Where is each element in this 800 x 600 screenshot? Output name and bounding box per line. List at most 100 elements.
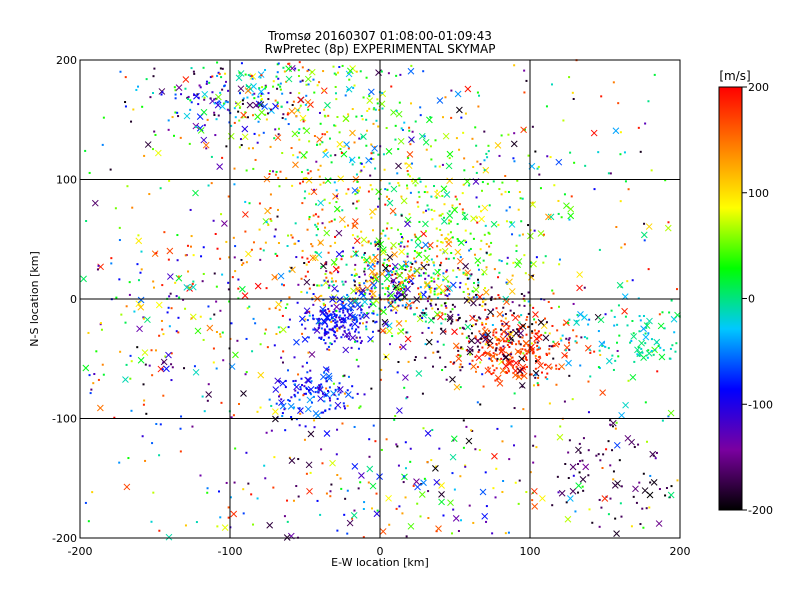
data-point-dot [414, 184, 417, 187]
data-point-cross [313, 327, 321, 334]
data-point-dot [369, 174, 372, 177]
data-point-dot [501, 440, 504, 443]
data-point-cross [394, 284, 402, 292]
data-point-dot [334, 407, 337, 410]
data-point-dot [620, 515, 623, 518]
data-point-dot [449, 231, 452, 234]
data-point-dot [336, 397, 339, 400]
data-point-dot [264, 241, 267, 244]
data-point-dot [557, 199, 560, 202]
data-point-dot [319, 183, 322, 186]
data-point-dot [560, 339, 563, 342]
data-point-dot [87, 520, 90, 523]
data-point-dot [376, 262, 379, 265]
data-point-dot [525, 352, 528, 355]
data-point-dot [288, 62, 291, 65]
data-point-dot [437, 274, 440, 277]
data-point-cross [264, 207, 271, 215]
data-point-dot [321, 141, 324, 144]
data-point-dot [515, 365, 518, 368]
data-point-dot [205, 82, 208, 85]
data-point-dot [170, 352, 173, 355]
data-point-dot [432, 365, 435, 368]
data-point-dot [335, 316, 338, 319]
data-point-dot [382, 229, 385, 232]
data-point-dot [227, 288, 230, 291]
data-point-cross [575, 446, 582, 454]
data-point-dot [403, 279, 406, 282]
data-point-dot [428, 286, 431, 289]
data-point-dot [245, 84, 248, 87]
data-point-dot [376, 98, 379, 101]
data-point-dot [218, 100, 221, 103]
data-point-dot [567, 477, 570, 480]
data-point-dot [619, 200, 622, 203]
data-point-dot [358, 186, 361, 189]
data-point-dot [537, 346, 540, 349]
data-point-dot [288, 456, 291, 459]
data-point-dot [527, 312, 530, 315]
data-point-dot [161, 368, 164, 371]
data-point-cross [537, 362, 544, 369]
data-point-dot [190, 101, 193, 104]
data-point-dot [109, 168, 112, 171]
data-point-cross [414, 235, 422, 243]
data-point-dot [542, 261, 545, 264]
data-point-dot [427, 284, 430, 287]
data-point-dot [299, 182, 302, 185]
data-point-dot [184, 307, 187, 310]
data-point-dot [617, 102, 620, 105]
data-point-dot [456, 237, 459, 240]
data-point-dot [459, 281, 462, 284]
data-point-cross [291, 130, 299, 138]
data-point-dot [329, 490, 332, 493]
data-point-dot [250, 74, 253, 77]
data-point-dot [314, 391, 317, 394]
data-point-dot [262, 131, 265, 134]
data-point-dot [665, 487, 668, 490]
data-point-dot [288, 270, 291, 273]
data-point-dot [281, 117, 284, 120]
data-point-dot [88, 171, 91, 174]
data-point-dot [384, 293, 387, 296]
data-point-dot [254, 322, 257, 325]
data-point-dot [404, 306, 407, 309]
data-point-dot [380, 368, 383, 371]
data-point-dot [421, 331, 424, 334]
data-point-dot [393, 418, 396, 421]
data-point-dot [619, 502, 622, 505]
data-point-dot [135, 88, 138, 91]
data-point-dot [421, 296, 424, 299]
data-point-dot [177, 275, 180, 278]
data-point-dot [519, 351, 522, 354]
data-point-dot [274, 252, 277, 255]
data-point-dot [403, 121, 406, 124]
data-point-dot [617, 355, 620, 358]
data-point-dot [654, 457, 657, 460]
data-point-dot [192, 254, 195, 257]
data-point-dot [317, 168, 320, 171]
data-point-dot [234, 245, 237, 248]
data-point-cross [433, 478, 441, 486]
data-point-dot [656, 370, 659, 373]
data-point-cross [405, 301, 413, 309]
data-point-dot [588, 348, 591, 351]
data-point-dot [119, 70, 122, 73]
data-point-dot [349, 324, 352, 327]
data-point-dot [396, 371, 399, 374]
data-point-dot [457, 240, 460, 243]
data-point-dot [397, 181, 400, 184]
data-point-dot [423, 477, 426, 480]
data-point-dot [472, 521, 475, 524]
data-point-dot [298, 424, 301, 427]
data-point-dot [540, 371, 543, 374]
data-point-cross [333, 303, 340, 311]
data-point-cross [575, 482, 583, 490]
data-point-dot [538, 173, 541, 176]
data-point-dot [518, 342, 521, 345]
data-point-dot [201, 280, 204, 283]
data-point-dot [423, 312, 426, 315]
data-point-dot [371, 296, 374, 299]
data-point-cross [323, 391, 331, 398]
data-point-dot [444, 318, 447, 321]
